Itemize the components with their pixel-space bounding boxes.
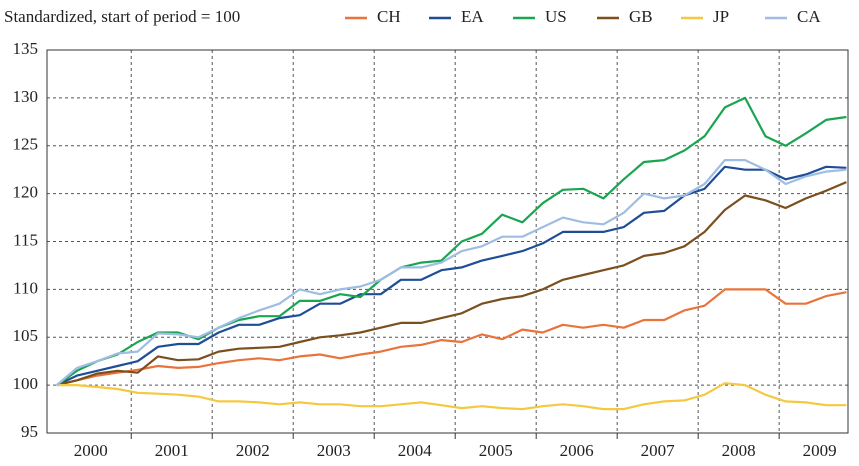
legend-label: GB bbox=[629, 7, 653, 26]
legend-label: EA bbox=[461, 7, 484, 26]
x-tick-label: 2002 bbox=[236, 441, 270, 460]
x-tick-label: 2009 bbox=[803, 441, 837, 460]
series-line bbox=[56, 382, 847, 411]
legend-label: CH bbox=[377, 7, 401, 26]
series-line bbox=[56, 288, 847, 387]
chart-title: Standardized, start of period = 100 bbox=[4, 7, 240, 26]
y-tick-label: 125 bbox=[13, 135, 39, 154]
y-tick-label: 120 bbox=[13, 183, 39, 202]
x-tick-label: 2006 bbox=[560, 441, 594, 460]
plot-frame bbox=[46, 49, 849, 434]
y-tick-label: 115 bbox=[13, 230, 38, 249]
y-tick-label: 95 bbox=[21, 422, 38, 441]
legend-label: CA bbox=[797, 7, 821, 26]
y-tick-label: 135 bbox=[13, 39, 39, 58]
legend-label: JP bbox=[713, 7, 729, 26]
x-tick-label: 2008 bbox=[722, 441, 756, 460]
y-tick-label: 100 bbox=[13, 374, 39, 393]
x-tick-label: 2005 bbox=[479, 441, 513, 460]
x-tick-label: 2003 bbox=[317, 441, 351, 460]
x-tick-label: 2000 bbox=[74, 441, 108, 460]
legend-label: US bbox=[545, 7, 567, 26]
x-tick-label: 2007 bbox=[641, 441, 676, 460]
x-tick-label: 2004 bbox=[398, 441, 433, 460]
y-tick-label: 105 bbox=[13, 326, 39, 345]
series-line bbox=[56, 181, 847, 387]
y-tick-label: 110 bbox=[13, 278, 38, 297]
x-tick-label: 2001 bbox=[155, 441, 189, 460]
series-line bbox=[56, 165, 847, 387]
series-line bbox=[55, 159, 847, 386]
y-tick-label: 130 bbox=[13, 87, 39, 106]
